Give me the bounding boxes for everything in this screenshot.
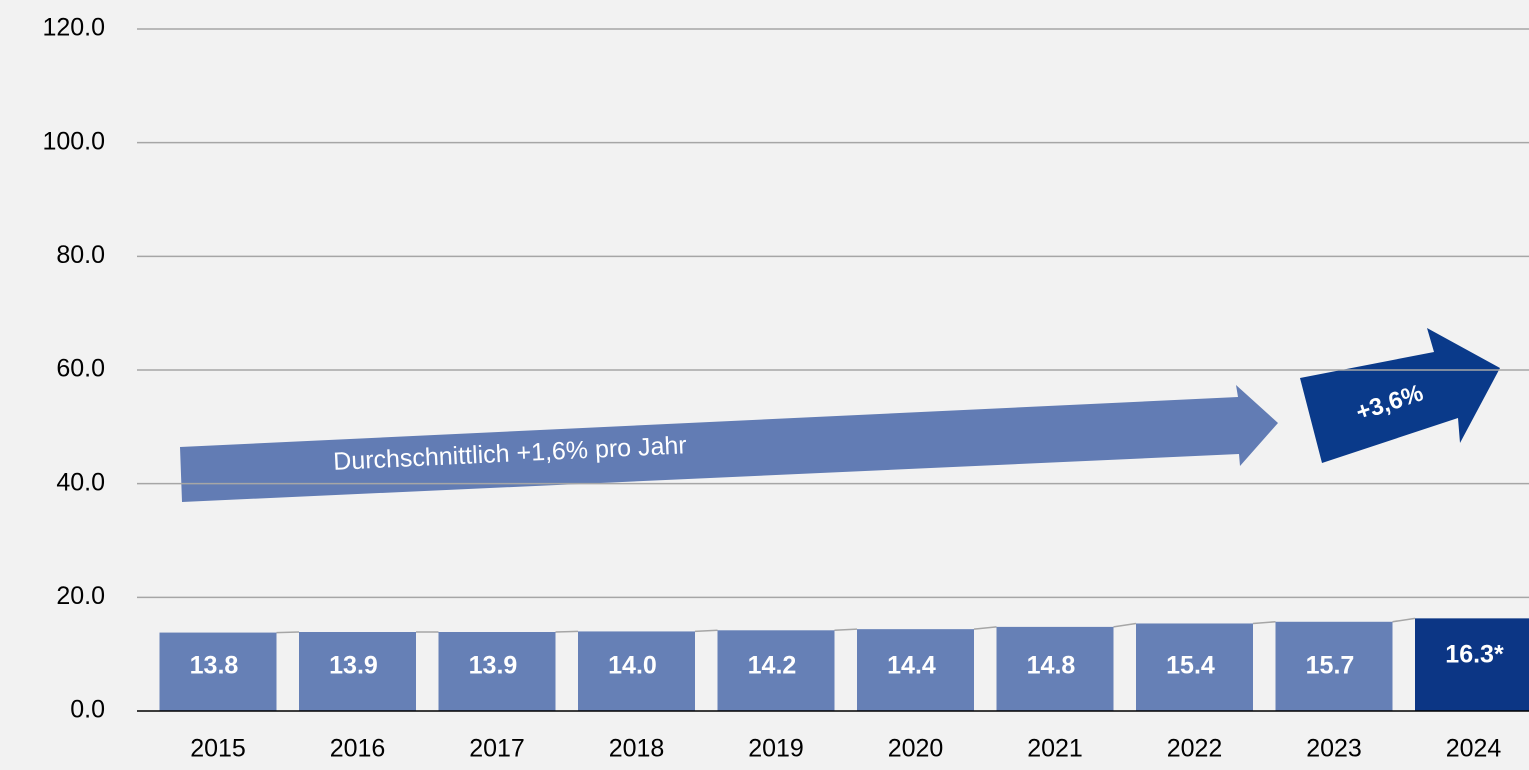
- x-tick-label: 2020: [888, 735, 944, 763]
- x-tick-label: 2023: [1306, 735, 1362, 763]
- x-tick-label: 2021: [1027, 735, 1083, 763]
- y-tick-label: 0.0: [70, 696, 105, 724]
- bar: [438, 632, 556, 711]
- bar: [996, 626, 1114, 711]
- connector-line: [973, 626, 997, 630]
- y-tick-label: 40.0: [56, 468, 105, 496]
- connector-line: [694, 629, 718, 633]
- bar: [1136, 623, 1253, 711]
- value-label: 13.9: [469, 652, 518, 680]
- x-tick-label: 2016: [330, 735, 386, 763]
- y-tick-label: 60.0: [56, 355, 105, 383]
- x-tick-label: 2022: [1167, 735, 1223, 763]
- bar: [1275, 621, 1393, 711]
- growth-arrow: [1300, 328, 1500, 463]
- x-tick-label: 2018: [609, 735, 665, 763]
- y-tick-label: 100.0: [42, 127, 105, 155]
- value-label: 15.4: [1166, 652, 1215, 680]
- connector-line: [555, 630, 579, 633]
- connector-line: [1113, 622, 1137, 628]
- value-label: 15.7: [1306, 652, 1355, 680]
- value-label: 16.3*: [1445, 641, 1504, 669]
- trend-arrow: [180, 385, 1278, 502]
- x-tick-label: 2017: [469, 735, 525, 763]
- connector-line: [1392, 617, 1416, 623]
- value-label: 14.4: [887, 652, 936, 680]
- y-tick-label: 120.0: [42, 14, 105, 42]
- connector-line: [276, 631, 300, 634]
- connector-line: [1252, 621, 1276, 625]
- bar: [299, 632, 416, 711]
- y-tick-label: 20.0: [56, 582, 105, 610]
- x-tick-label: 2015: [190, 735, 246, 763]
- bar: [578, 631, 695, 711]
- connector-line: [834, 628, 858, 632]
- value-label: 13.9: [329, 652, 378, 680]
- y-tick-label: 80.0: [56, 241, 105, 269]
- bar: [159, 632, 277, 711]
- bar: [857, 629, 974, 711]
- bar: [717, 630, 835, 711]
- bar: [1415, 618, 1529, 711]
- value-label: 13.8: [190, 652, 239, 680]
- value-label: 14.0: [608, 652, 657, 680]
- x-tick-label: 2019: [748, 735, 804, 763]
- value-label: 14.2: [748, 652, 797, 680]
- value-label: 14.8: [1027, 652, 1076, 680]
- x-tick-label: 2024: [1446, 735, 1502, 763]
